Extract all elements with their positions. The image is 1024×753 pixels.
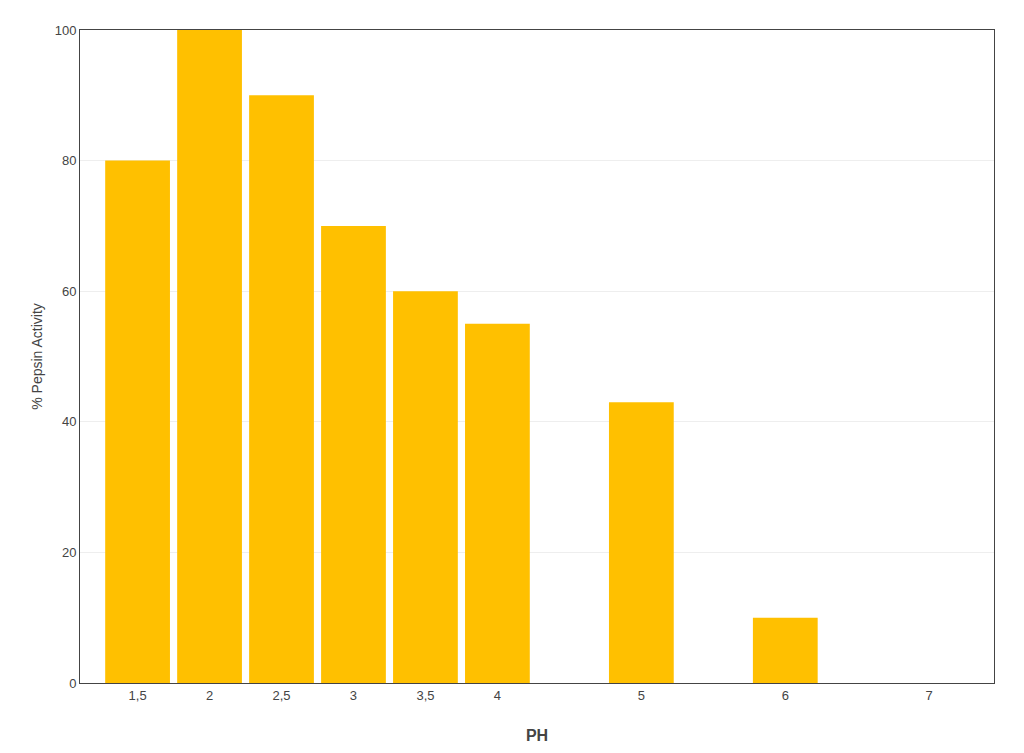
svg-text:3: 3 — [350, 688, 357, 703]
svg-text:1,5: 1,5 — [129, 688, 147, 703]
svg-text:PH: PH — [526, 727, 548, 744]
svg-text:6: 6 — [782, 688, 789, 703]
svg-text:% Pepsin Activity: % Pepsin Activity — [29, 303, 45, 410]
svg-text:7: 7 — [926, 688, 933, 703]
svg-text:80: 80 — [62, 153, 76, 168]
svg-text:2: 2 — [206, 688, 213, 703]
svg-text:3,5: 3,5 — [416, 688, 434, 703]
svg-text:4: 4 — [494, 688, 501, 703]
svg-text:5: 5 — [638, 688, 645, 703]
svg-text:40: 40 — [62, 414, 76, 429]
svg-text:0: 0 — [69, 676, 76, 691]
svg-text:2,5: 2,5 — [272, 688, 290, 703]
svg-text:20: 20 — [62, 545, 76, 560]
svg-text:60: 60 — [62, 284, 76, 299]
svg-text:100: 100 — [55, 23, 77, 38]
